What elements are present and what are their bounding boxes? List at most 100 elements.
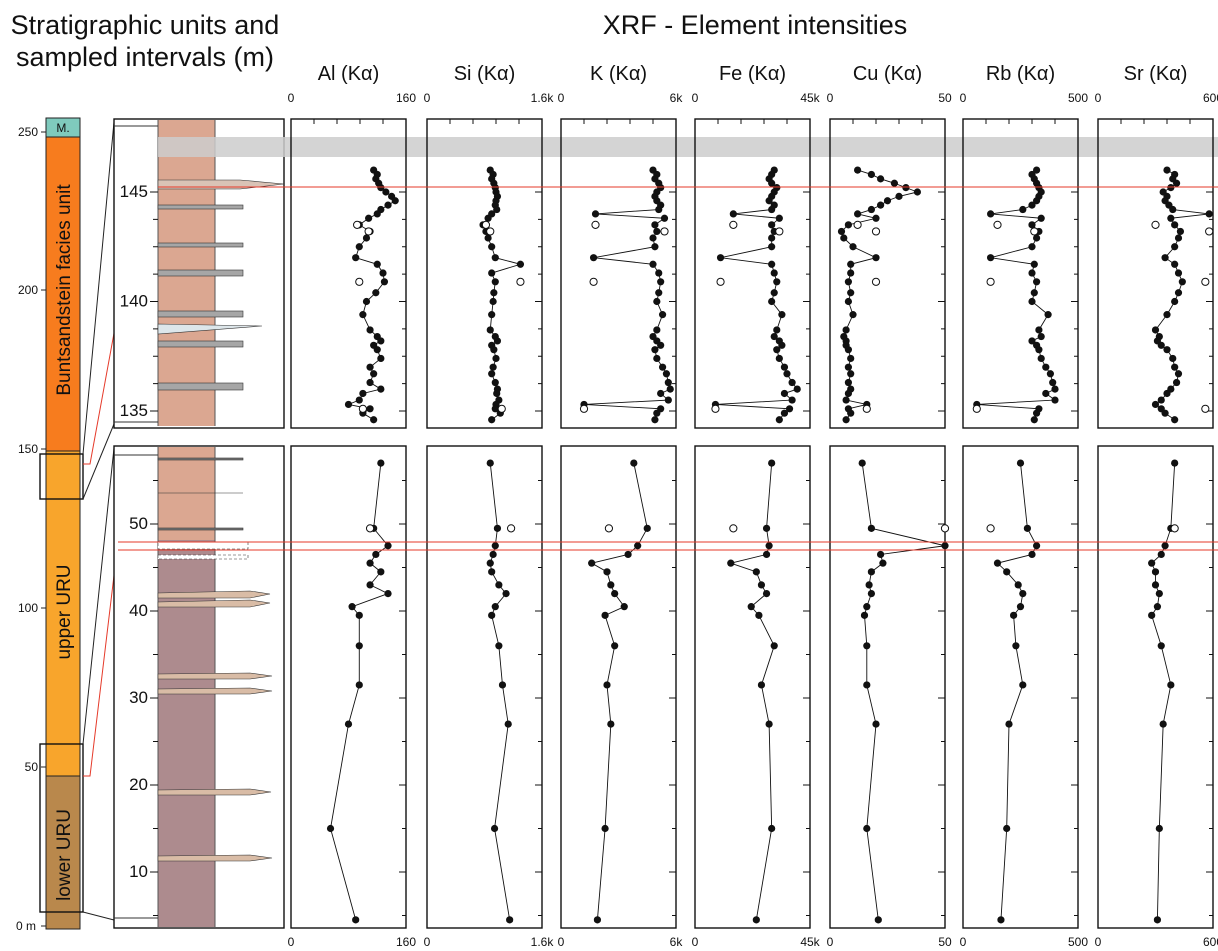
data-point-upper [658,363,667,371]
data-point-upper [488,243,496,251]
data-point-upper [1033,278,1041,286]
data-point-upper [664,378,672,387]
data-point-open-upper [579,404,589,413]
axis-max-top: 160 [396,91,416,105]
element-title: Fe (Kα) [719,63,786,85]
data-point-upper [1169,205,1177,214]
data-point-lower [1153,603,1162,611]
data-point-upper [653,354,661,363]
gray-band-log [158,137,284,157]
axis-min-bottom: 0 [288,935,295,949]
col-tick-100: 100 [18,601,38,615]
upper-log-tick-label: 140 [120,292,148,311]
left-title-line1: Stratigraphic units and [11,10,280,40]
data-point-upper [867,205,876,214]
data-point-lower [643,524,651,532]
data-point-upper [370,416,378,424]
data-point-lower [593,916,602,924]
upper-depth-axis: 135 140 145 [120,182,158,420]
data-point-upper [1028,269,1036,277]
data-point-upper [780,389,789,398]
data-point-lower [490,824,499,833]
data-point-upper [484,234,492,242]
data-point-upper [1051,396,1059,404]
axis-min-top: 0 [692,91,699,105]
data-point-lower [993,559,1002,567]
data-point-open-upper [862,404,871,413]
data-point-upper [877,175,885,183]
data-point-lower [1167,681,1175,689]
data-point-upper [783,370,791,378]
data-point-lower [768,824,776,833]
lower-log-tick-label: 40 [129,601,148,620]
data-point-upper [788,378,796,387]
data-point-upper [355,396,363,404]
data-point-lower [486,559,494,567]
data-point-lower [874,916,882,924]
data-point-upper [1171,243,1179,251]
panel-fe: Fe (Kα) 0 45k 0 45k [692,63,821,949]
data-point-lower [1159,720,1167,728]
data-point-upper [867,170,876,179]
panel-cu: Cu (Kα) 0 50 0 50 [827,63,952,949]
data-point-upper [653,297,661,306]
data-point-open-lower [1170,524,1179,533]
data-point-upper [1037,354,1045,363]
data-point-lower [755,611,763,619]
data-point-upper [1163,389,1171,398]
data-point-lower [877,550,885,559]
data-point-upper [1157,341,1165,349]
data-point-upper [490,289,498,297]
data-point-upper [1163,166,1171,174]
data-point-lower [498,681,507,689]
data-point-lower [941,542,949,550]
lower-log-fill-red [158,447,215,540]
series-line-lower [330,463,390,920]
data-point-upper [1171,260,1179,268]
data-point-upper [780,409,789,417]
axis-min-top: 0 [424,91,431,105]
data-point-upper [1030,416,1038,424]
lower-log: 10 20 30 40 50 [113,445,285,929]
panel-k: K (Kα) 0 6k 0 6k [558,63,684,949]
data-point-upper [913,188,922,196]
data-point-open-upper [589,277,598,286]
data-point-upper [491,254,499,262]
data-point-upper [380,278,389,286]
data-point-lower [348,603,356,611]
data-point-upper [493,337,502,345]
data-point-upper [1042,363,1050,371]
panel-frame-lower [962,445,1079,929]
series-line-lower [861,463,946,920]
data-point-upper [1046,370,1054,378]
data-point-upper [793,385,801,393]
data-point-upper [359,311,367,319]
data-point-open-lower [729,524,738,533]
data-point-upper [649,234,657,242]
element-title: Rb (Kα) [986,63,1055,85]
data-point-open-upper [497,404,506,413]
data-point-upper [1172,378,1181,387]
upper-log-tick-label: 145 [120,182,148,201]
data-point-upper [492,354,500,363]
data-point-upper [366,326,374,334]
data-point-open-upper [871,277,881,286]
data-point-upper [854,166,862,174]
data-point-upper [655,269,663,277]
data-point-upper [1019,205,1027,214]
data-point-lower [872,720,880,728]
data-point-lower [344,720,353,728]
data-point-lower [762,590,771,598]
data-point-upper [655,289,663,297]
data-point-lower [1010,611,1018,619]
data-point-upper [780,363,789,371]
data-point-upper [488,269,496,277]
data-point-lower [603,568,611,576]
data-point-lower [601,824,609,833]
data-point-upper [773,278,781,286]
data-point-lower [493,524,502,532]
data-point-upper [660,214,669,222]
data-point-upper [1037,332,1045,341]
data-point-upper [716,254,725,262]
data-point-open-upper [355,277,364,286]
